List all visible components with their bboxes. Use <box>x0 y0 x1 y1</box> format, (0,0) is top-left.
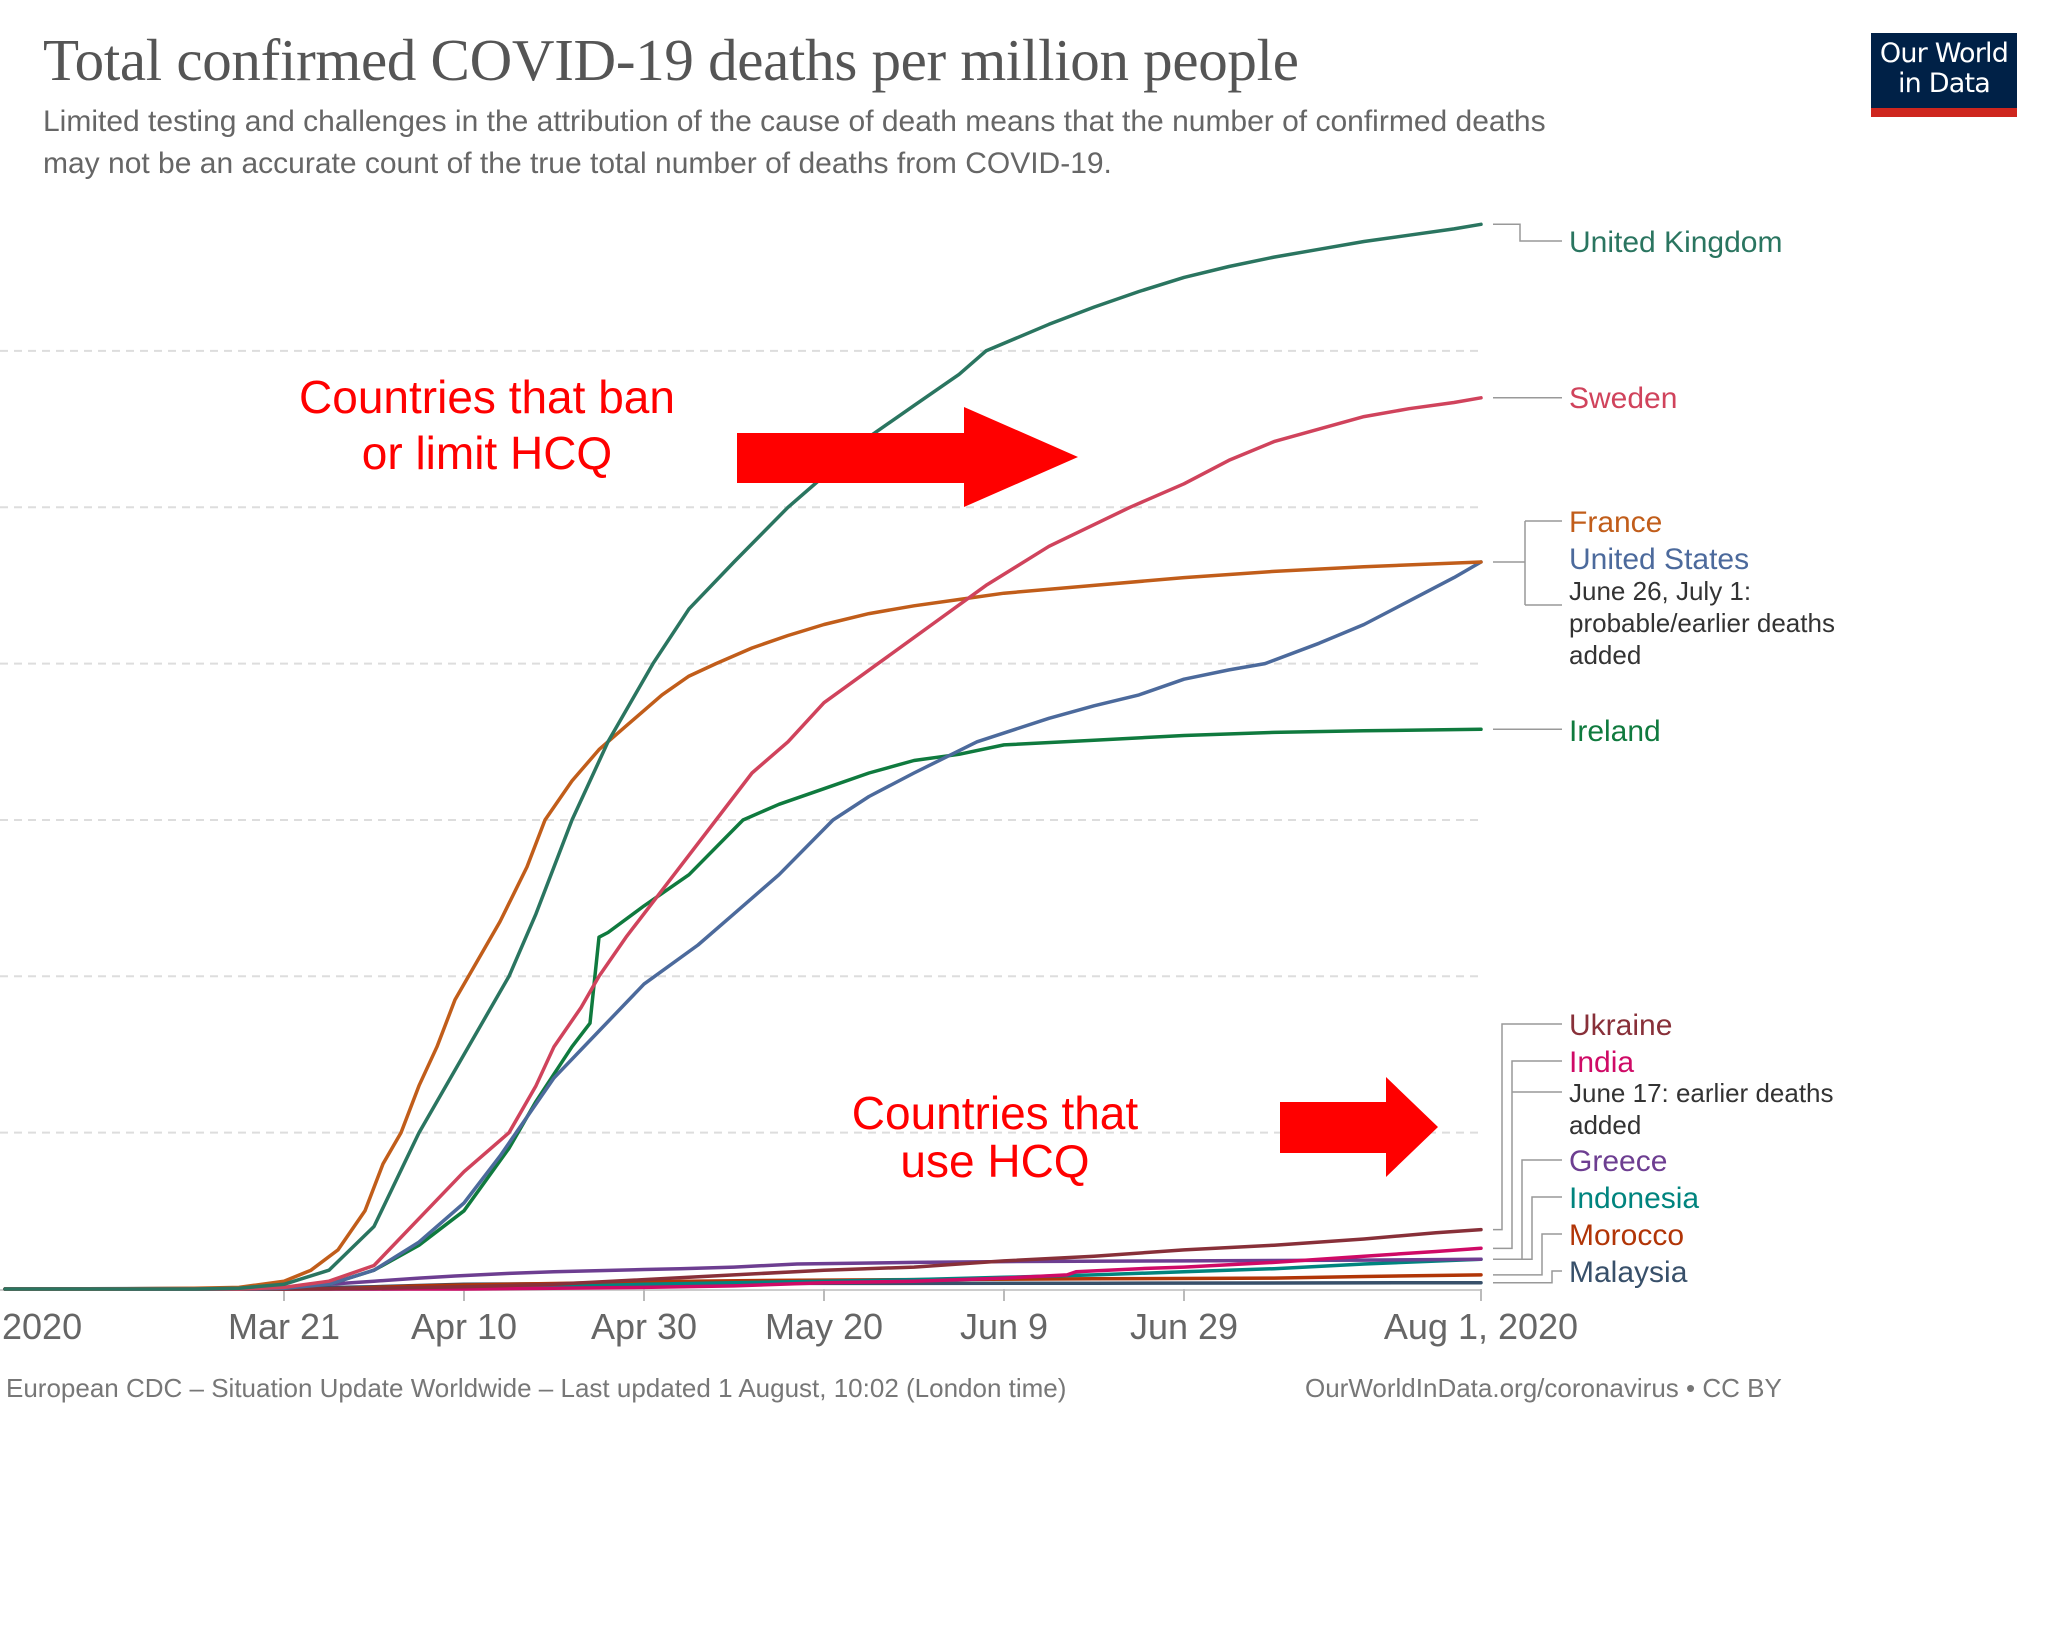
logo-accent-bar <box>1871 108 2017 117</box>
logo-line-2: in Data <box>1897 68 1991 99</box>
leader-line <box>1493 1196 1562 1261</box>
x-tick-label: Jun 9 <box>960 1306 1048 1347</box>
series-label: United Kingdom <box>1569 226 1782 259</box>
subtitle-line: may not be an accurate count of the true… <box>43 147 1112 180</box>
series-label: Indonesia <box>1569 1182 1699 1215</box>
series-label: Greece <box>1569 1145 1667 1178</box>
series-note: probable/earlier deaths <box>1569 608 1835 638</box>
series-line-sweden <box>3 396 1483 1291</box>
series-label: United States <box>1569 543 1749 576</box>
x-tick-label: Jun 29 <box>1130 1306 1238 1347</box>
logo-line-1: Our World <box>1879 38 2009 69</box>
annotation-text: use HCQ <box>900 1135 1089 1187</box>
leader-line <box>1493 1270 1562 1284</box>
leader-line <box>1493 1060 1562 1250</box>
annotation-arrow-use <box>1280 1077 1438 1177</box>
label-leader-lines <box>1493 223 1562 1284</box>
chart-title: Total confirmed COVID-19 deaths per mill… <box>43 27 1299 93</box>
series-label: Ireland <box>1569 715 1661 748</box>
series-line-united-states <box>3 560 1483 1291</box>
gridlines <box>0 349 1481 1134</box>
series-line-ireland <box>3 727 1483 1291</box>
series-note: June 26, July 1: <box>1569 576 1751 606</box>
series-note: added <box>1569 640 1641 670</box>
annotation-text: Countries that ban <box>299 371 675 423</box>
series-label: Morocco <box>1569 1219 1684 1252</box>
series-label: Ukraine <box>1569 1009 1672 1042</box>
annotation-text: or limit HCQ <box>362 427 612 479</box>
series-label: Malaysia <box>1569 1256 1688 1289</box>
leader-line <box>1493 1233 1562 1276</box>
series-note: June 17: earlier deaths <box>1569 1078 1834 1108</box>
leader-line <box>1493 1023 1562 1231</box>
series-line-united-kingdom <box>3 222 1483 1291</box>
x-tick-label: Mar 21 <box>228 1306 340 1347</box>
series-line-india <box>3 1246 1483 1291</box>
leader-line <box>1493 1159 1562 1261</box>
x-tick-label: Aug 1, 2020 <box>1384 1306 1578 1347</box>
annotation-text: Countries that <box>852 1087 1139 1139</box>
series-lines <box>3 222 1483 1291</box>
owid-logo[interactable]: Our World in Data <box>1871 33 2017 117</box>
series-line-france <box>3 560 1483 1291</box>
series-label: Sweden <box>1569 382 1677 415</box>
source-note: European CDC – Situation Update Worldwid… <box>6 1373 1067 1403</box>
series-label: India <box>1569 1046 1634 1079</box>
series-label: France <box>1569 506 1662 539</box>
leader-bracket <box>1493 520 1562 606</box>
subtitle-line: Limited testing and challenges in the at… <box>43 105 1546 138</box>
leader-line <box>1493 223 1562 242</box>
annotation-arrow-ban <box>737 407 1078 507</box>
series-line-ukraine <box>3 1227 1483 1291</box>
series-note: added <box>1569 1110 1641 1140</box>
x-tick-label: Apr 10 <box>411 1306 517 1347</box>
x-tick-label: 2020 <box>2 1306 82 1347</box>
chart-subtitle: Limited testing and challenges in the at… <box>43 101 1803 185</box>
series-labels: United Kingdom Sweden France United States I… <box>1569 226 1835 1289</box>
credit-link[interactable]: OurWorldInData.org/coronavirus • CC BY <box>1305 1373 1782 1403</box>
x-axis: 2020 Mar 21 Apr 10 Apr 30 May 20 Jun 9 Jun 29 A… <box>0 1289 1578 1347</box>
x-tick-label: May 20 <box>765 1306 883 1347</box>
x-tick-label: Apr 30 <box>591 1306 697 1347</box>
